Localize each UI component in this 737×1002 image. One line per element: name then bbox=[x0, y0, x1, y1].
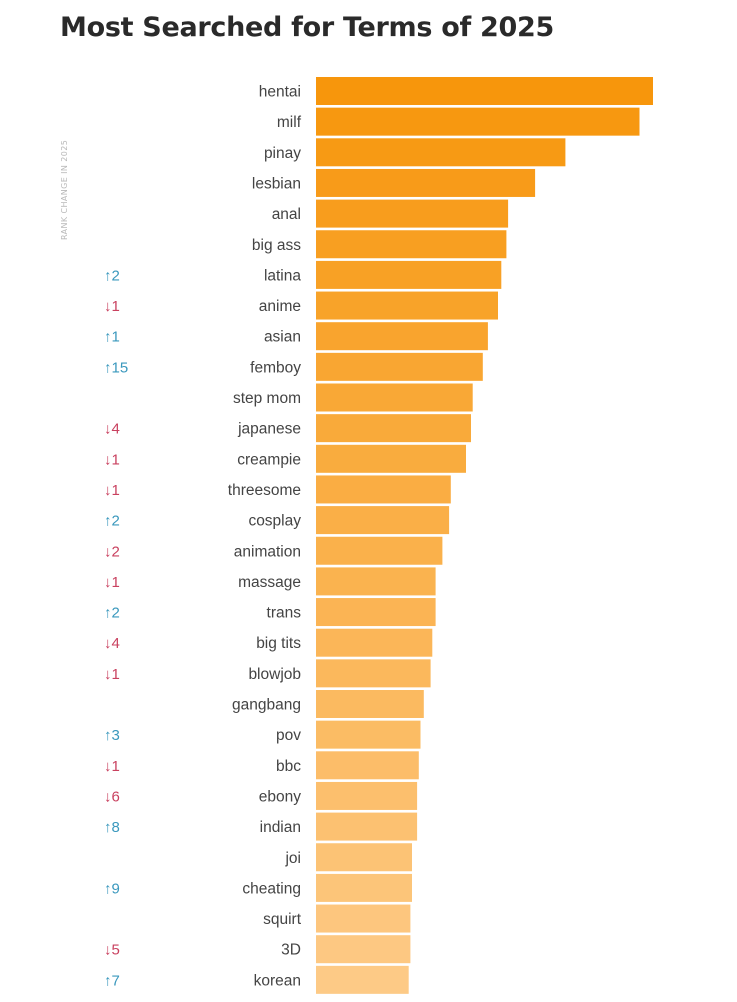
rank-change-label: ↑3 bbox=[104, 727, 120, 744]
category-label: massage bbox=[238, 574, 301, 591]
category-label: animation bbox=[234, 543, 301, 560]
rank-change-label: ↑2 bbox=[104, 513, 120, 530]
rank-change-label: ↓4 bbox=[104, 635, 120, 652]
bar-pov bbox=[316, 720, 421, 749]
bar-asian bbox=[316, 322, 488, 351]
bar-cheating bbox=[316, 873, 412, 902]
bar-bbc bbox=[316, 751, 419, 780]
bar-big-tits bbox=[316, 628, 433, 657]
category-label: lesbian bbox=[252, 175, 301, 192]
bar-threesome bbox=[316, 475, 451, 504]
bar-squirt bbox=[316, 904, 411, 933]
category-label: bbc bbox=[276, 758, 301, 775]
rank-change-label: ↓6 bbox=[104, 788, 120, 805]
category-label: anime bbox=[259, 298, 301, 315]
category-label: trans bbox=[267, 605, 302, 622]
bar-gangbang bbox=[316, 690, 424, 718]
category-label: joi bbox=[284, 850, 301, 867]
bar-lesbian bbox=[316, 168, 536, 197]
category-label: anal bbox=[272, 206, 301, 223]
category-label: japanese bbox=[237, 421, 301, 438]
rank-change-label: ↑15 bbox=[104, 359, 128, 376]
category-label: korean bbox=[254, 972, 301, 989]
rank-change-label: ↓2 bbox=[104, 543, 120, 560]
category-label: step mom bbox=[233, 390, 301, 407]
chart-title: Most Searched for Terms of 2025 bbox=[60, 12, 554, 43]
rank-change-label: ↓1 bbox=[104, 666, 120, 683]
category-label: pov bbox=[276, 727, 301, 744]
category-label: pinay bbox=[264, 145, 301, 162]
bar-massage bbox=[316, 567, 436, 596]
bar-latina bbox=[316, 260, 502, 289]
bar-femboy bbox=[316, 352, 483, 381]
category-label: indian bbox=[260, 819, 301, 836]
bar-anime bbox=[316, 291, 498, 320]
category-label: threesome bbox=[228, 482, 301, 499]
rank-change-label: ↑8 bbox=[104, 819, 120, 836]
bar-joi bbox=[316, 843, 412, 872]
category-label: cheating bbox=[242, 880, 301, 897]
rank-change-label: ↓4 bbox=[104, 421, 120, 438]
rank-change-label: ↑7 bbox=[104, 972, 120, 989]
bar-step-mom bbox=[316, 383, 473, 412]
category-label: asian bbox=[264, 329, 301, 346]
rank-change-label: ↓1 bbox=[104, 482, 120, 499]
rank-change-label: ↓1 bbox=[104, 451, 120, 468]
bar-animation bbox=[316, 536, 443, 565]
bar-milf bbox=[316, 107, 640, 136]
rank-change-label: ↓5 bbox=[104, 942, 120, 959]
bar-japanese bbox=[316, 414, 471, 443]
bar-pinay bbox=[316, 138, 566, 167]
category-label: creampie bbox=[237, 451, 301, 468]
category-label: cosplay bbox=[248, 513, 301, 530]
bar-cosplay bbox=[316, 506, 450, 535]
rank-change-label: ↑2 bbox=[104, 605, 120, 622]
category-label: big ass bbox=[252, 237, 301, 254]
bar-ebony bbox=[316, 781, 418, 810]
category-label: big tits bbox=[256, 635, 301, 652]
rank-change-label: ↑2 bbox=[104, 267, 120, 284]
bar-creampie bbox=[316, 444, 466, 473]
bar-3d bbox=[316, 935, 411, 964]
category-label: hentai bbox=[259, 84, 301, 101]
category-label: squirt bbox=[263, 911, 302, 928]
bar-korean bbox=[316, 965, 409, 994]
category-label: milf bbox=[277, 114, 302, 131]
rank-change-label: ↑9 bbox=[104, 880, 120, 897]
bar-trans bbox=[316, 598, 436, 627]
category-label: 3D bbox=[281, 942, 301, 959]
category-label: blowjob bbox=[248, 666, 301, 683]
bar-indian bbox=[316, 812, 418, 841]
bar-hentai bbox=[316, 77, 653, 105]
category-label: gangbang bbox=[232, 697, 301, 714]
bar-blowjob bbox=[316, 659, 431, 688]
bar-big-ass bbox=[316, 230, 507, 259]
bar-anal bbox=[316, 199, 509, 228]
rank-change-label: ↓1 bbox=[104, 574, 120, 591]
category-label: latina bbox=[264, 267, 301, 284]
category-label: ebony bbox=[259, 788, 301, 805]
category-label: femboy bbox=[250, 359, 301, 376]
rank-change-label: ↓1 bbox=[104, 758, 120, 775]
rank-change-label: ↓1 bbox=[104, 298, 120, 315]
rank-change-label: ↑1 bbox=[104, 329, 120, 346]
